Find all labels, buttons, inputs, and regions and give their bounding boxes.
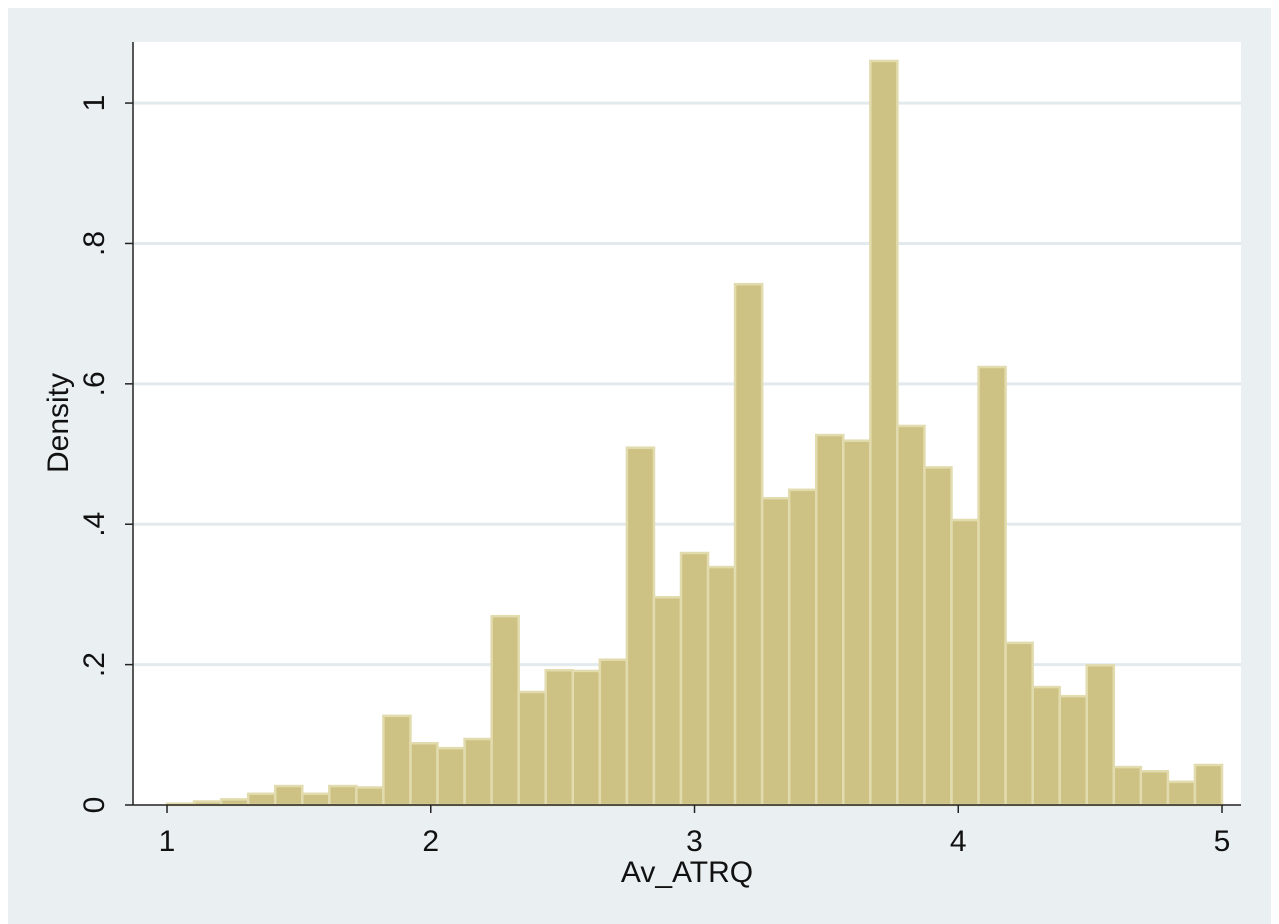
bar [544,668,575,807]
bar [1004,641,1034,807]
y-tick-label: .4 [78,512,111,537]
y-tick-label: .2 [78,652,111,677]
bar [571,669,602,807]
bar [409,741,439,807]
bar [598,658,629,807]
bar [706,565,737,807]
bar [1193,763,1224,807]
bar [923,466,953,807]
bar [896,424,926,807]
y-tick-label: .8 [78,231,111,256]
y-tick-label: 1 [78,95,111,112]
bar [1031,685,1061,807]
bar [625,446,656,807]
x-tick-label: 4 [950,825,967,858]
bar [1139,770,1170,807]
bar [679,551,710,807]
x-tick-label: 5 [1214,825,1231,858]
bar [273,784,304,807]
bar [977,365,1007,807]
bar [490,614,520,807]
bar [1058,694,1089,807]
bar [1112,765,1143,807]
x-tick-label: 2 [422,825,439,858]
bar [301,792,331,807]
bar [814,433,845,807]
bar [463,737,493,807]
bar [950,518,980,807]
y-tick-label: .6 [78,371,111,396]
bar [1085,664,1116,807]
bar [733,282,764,807]
bar [1166,780,1197,807]
bar [246,792,277,807]
x-tick-label: 3 [686,825,703,858]
bar [842,439,872,807]
y-axis-label: Density [42,373,75,473]
bar [328,784,358,807]
y-tick-label: 0 [78,797,111,814]
bar [652,595,683,807]
bar [355,786,385,807]
bar [517,690,547,807]
bar [436,746,466,807]
x-tick-label: 1 [159,825,176,858]
bar [869,59,899,807]
bar [787,488,818,807]
bar [219,798,250,807]
bar [382,714,412,807]
bar [760,497,791,807]
x-axis-label: Av_ATRQ [621,856,753,889]
